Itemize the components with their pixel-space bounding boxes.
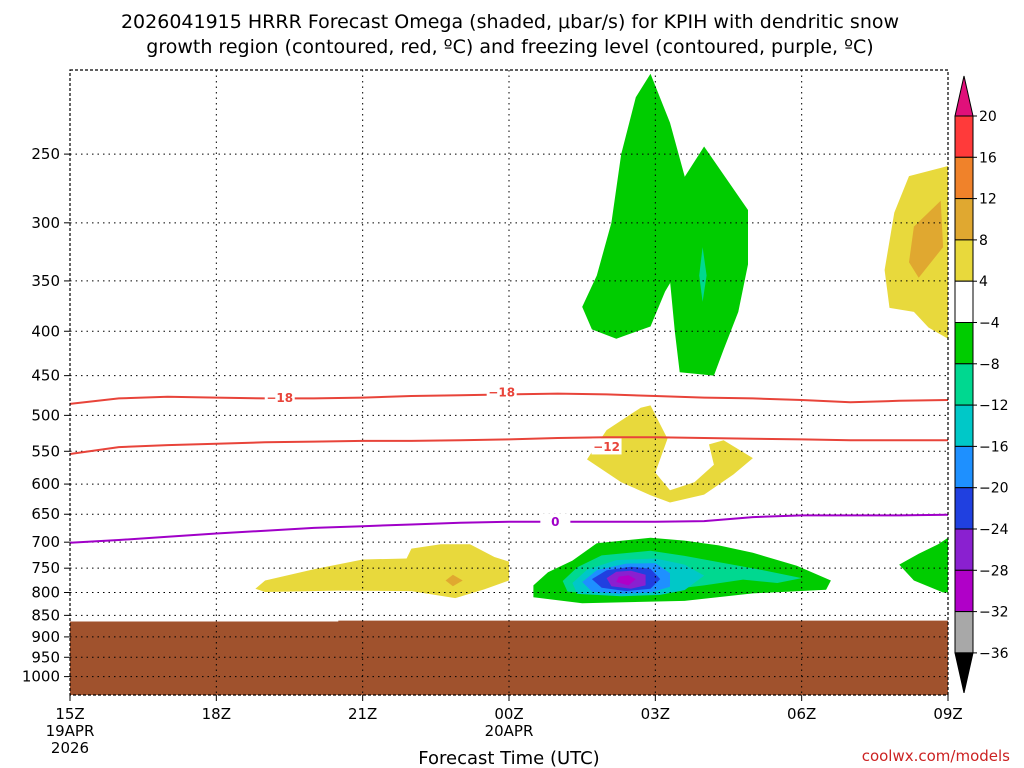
omega-minus4-green-lower-right-edge <box>899 537 948 593</box>
y-tick-label-850: 850 <box>31 606 60 624</box>
chart-title-line-1: 2026041915 HRRR Forecast Omega (shaded, … <box>121 11 899 33</box>
colorbar-label-13: −36 <box>979 646 1009 662</box>
x-tick-date-3: 20APR <box>485 722 534 740</box>
y-tick-label-450: 450 <box>31 367 60 385</box>
contour-label--18-0: −18 <box>266 391 293 405</box>
omega-plus4-yellow-mid <box>587 405 753 503</box>
colorbar-swatch-4 <box>954 280 974 324</box>
omega-shaded-regions <box>255 73 948 604</box>
y-tick-label-250: 250 <box>31 145 60 163</box>
x-tick-date-0: 19APR <box>46 722 95 740</box>
colorbar-bottom-arrow <box>954 652 974 694</box>
pressure-axis: 250 300 350 400 450 500 550 600 650 700 750 800 850 9… <box>22 145 70 686</box>
x-tick-label-4: 03Z <box>641 705 670 723</box>
colorbar-swatch-1 <box>954 156 974 200</box>
colorbar-swatch-11 <box>954 569 974 613</box>
y-tick-label-700: 700 <box>31 533 60 551</box>
colorbar-label-4: 4 <box>979 274 988 290</box>
colorbar-swatch-10 <box>954 528 974 571</box>
x-tick-year-0: 2026 <box>51 739 89 757</box>
colorbar-label-12: −32 <box>979 605 1009 621</box>
contour-label-bg--18-1 <box>486 384 517 401</box>
contour-label-bg-0-0 <box>540 513 571 530</box>
y-tick-label-350: 350 <box>31 272 60 290</box>
x-tick-label-3: 00Z <box>494 705 523 723</box>
y-tick-label-750: 750 <box>31 559 60 577</box>
x-tick-label-1: 18Z <box>202 705 231 723</box>
x-tick-label-2: 21Z <box>348 705 377 723</box>
y-tick-label-400: 400 <box>31 322 60 340</box>
y-tick-label-550: 550 <box>31 442 60 460</box>
omega-plus4-yellow-lower-left <box>255 544 509 599</box>
y-tick-label-500: 500 <box>31 406 60 424</box>
colorbar-label-3: 8 <box>979 233 988 249</box>
contour-label-bg--18-0 <box>264 389 295 406</box>
colorbar-label-2: 12 <box>979 192 997 208</box>
colorbar-swatch-2 <box>954 198 974 241</box>
colorbar-label-0: 20 <box>979 109 997 125</box>
colorbar-label-5: −4 <box>979 316 1000 332</box>
colorbar-label-10: −24 <box>979 522 1009 538</box>
terrain-ground <box>70 620 948 695</box>
colorbar-swatch-3 <box>954 239 974 282</box>
temperature-contours: −18 −18 −12 0 <box>69 384 949 544</box>
colorbar-label-1: 16 <box>979 150 997 166</box>
plot-area: −18 −18 −12 0 <box>69 69 949 696</box>
contour-label--12-0: −12 <box>593 440 620 454</box>
y-tick-label-800: 800 <box>31 584 60 602</box>
colorbar-label-6: −8 <box>979 357 1000 373</box>
omega-minus8-teal-core <box>699 247 707 302</box>
contour-line-0 <box>69 513 949 544</box>
colorbar-swatch-12 <box>954 611 974 654</box>
omega-colorbar: 20 16 12 8 4 −4 −8 −12 −16 −20 −24 −28 −32 −36 <box>954 75 1009 694</box>
terrain-layer <box>70 620 948 695</box>
colorbar-swatch-6 <box>954 363 974 406</box>
y-tick-label-650: 650 <box>31 505 60 523</box>
pressure-gridlines <box>70 70 948 695</box>
y-tick-label-1000: 1000 <box>22 668 60 686</box>
colorbar-top-arrow <box>954 75 974 117</box>
y-tick-label-950: 950 <box>31 648 60 666</box>
x-tick-label-6: 09Z <box>933 705 962 723</box>
colorbar-label-11: −28 <box>979 563 1009 579</box>
contour-label-0-0: 0 <box>551 515 559 529</box>
x-axis-title: Forecast Time (UTC) <box>418 748 599 768</box>
omega-plus8-orange-lower-left <box>445 574 463 587</box>
omega-plus8-orange-upper-right <box>909 200 944 278</box>
credit-link[interactable]: coolwx.com/models <box>862 747 1010 765</box>
y-tick-label-900: 900 <box>31 628 60 646</box>
colorbar-swatch-9 <box>954 487 974 530</box>
colorbar-swatch-8 <box>954 445 974 489</box>
x-tick-label-0: 15Z <box>55 705 84 723</box>
colorbar-swatch-5 <box>954 322 974 365</box>
contour-line--12 <box>69 436 948 455</box>
omega-minus28-magenta-lower <box>616 575 636 586</box>
y-tick-label-300: 300 <box>31 214 60 232</box>
colorbar-label-7: −12 <box>979 398 1009 414</box>
contour-label-bg--12-0 <box>591 438 622 455</box>
colorbar-label-9: −20 <box>979 481 1009 497</box>
colorbar-swatch-0 <box>954 115 974 158</box>
colorbar-label-8: −16 <box>979 439 1009 455</box>
x-tick-label-5: 06Z <box>787 705 816 723</box>
contour-label--18-1: −18 <box>488 386 515 400</box>
chart-title-line-2: growth region (contoured, red, ºC) and f… <box>146 36 873 58</box>
y-tick-label-600: 600 <box>31 475 60 493</box>
colorbar-swatch-7 <box>954 404 974 447</box>
